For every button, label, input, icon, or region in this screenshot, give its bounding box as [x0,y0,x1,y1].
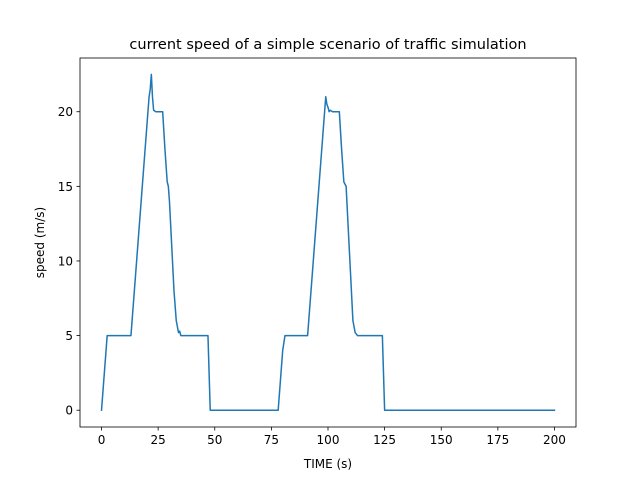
x-axis: 0 25 50 75 100 125 150 175 200 [98,427,566,447]
y-tick-label: 0 [65,404,73,418]
x-tick-label: 75 [264,433,279,447]
x-tick-label: 25 [150,433,165,447]
x-tick-label: 125 [373,433,396,447]
y-tick-label: 20 [58,105,73,119]
x-tick-label: 100 [317,433,340,447]
plot-lines [100,73,556,412]
x-axis-label: TIME (s) [303,457,352,471]
x-tick-label: 150 [430,433,453,447]
x-tick-label: 200 [543,433,566,447]
y-tick-label: 15 [58,180,73,194]
y-tick-label: 5 [65,329,73,343]
y-axis-label: speed (m/s) [33,207,47,278]
y-tick-label: 10 [58,254,73,268]
chart-title: current speed of a simple scenario of tr… [129,37,526,53]
y-axis: 0 5 10 15 20 [58,105,80,418]
x-tick-label: 175 [486,433,509,447]
x-tick-label: 0 [98,433,106,447]
x-tick-label: 50 [207,433,222,447]
plot-area-frame [79,57,577,428]
speed-series-line [100,73,556,412]
